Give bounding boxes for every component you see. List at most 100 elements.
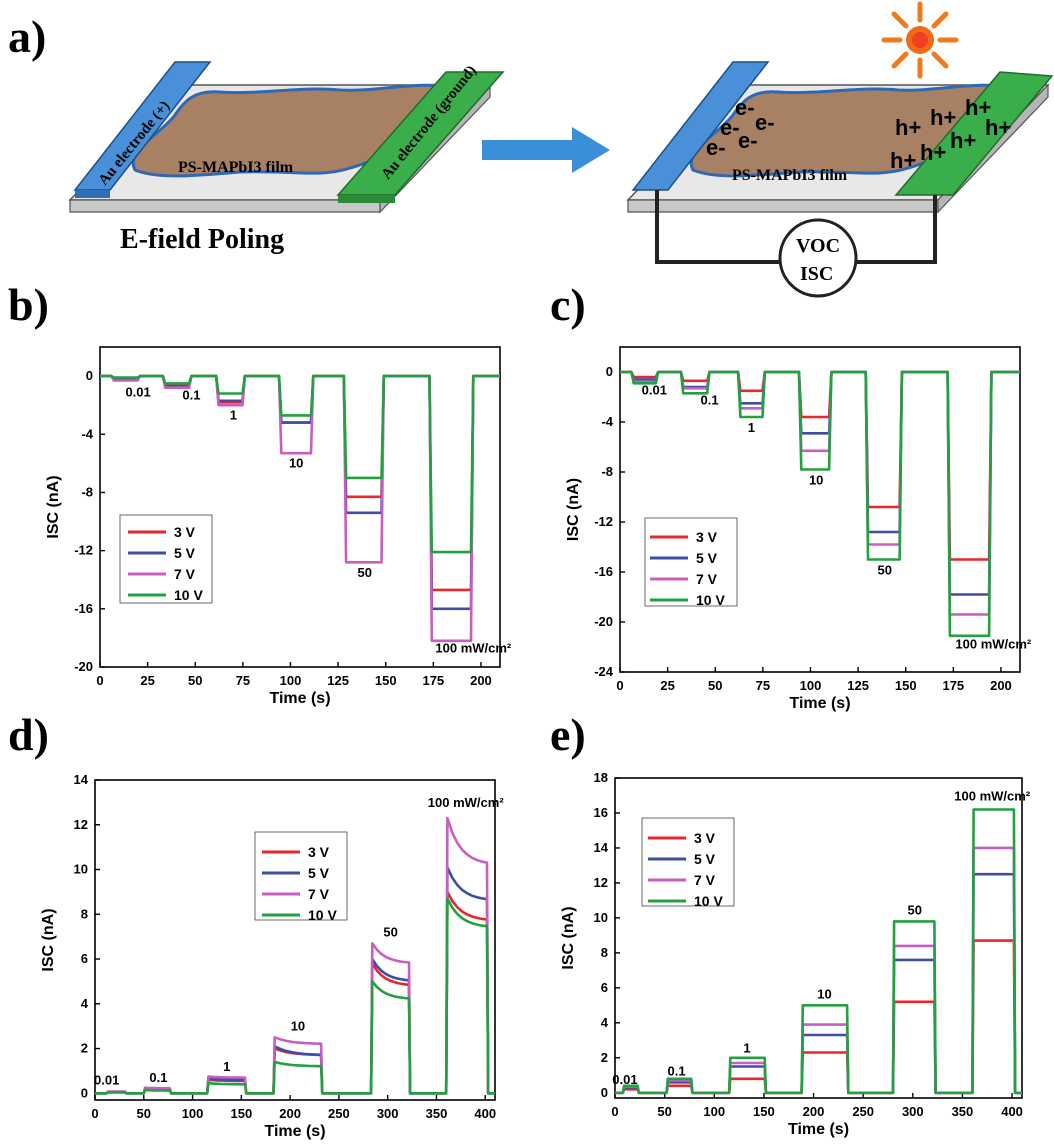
intensity-label: 10 bbox=[289, 456, 303, 471]
intensity-label: 100 mW/cm² bbox=[428, 795, 505, 810]
series-line-3v bbox=[95, 890, 495, 1095]
intensity-label: 100 mW/cm² bbox=[435, 640, 512, 655]
y-tick-label: -12 bbox=[74, 543, 93, 558]
y-tick-label: 12 bbox=[74, 817, 88, 832]
intensity-label: 1 bbox=[743, 1041, 750, 1056]
panel-label-a: a) bbox=[8, 11, 46, 62]
x-tick-label: 250 bbox=[328, 1106, 350, 1121]
x-tick-label: 50 bbox=[188, 673, 202, 688]
y-tick-label: 2 bbox=[601, 1050, 608, 1065]
plot-frame bbox=[619, 346, 1021, 673]
electron-label: e- bbox=[720, 115, 740, 140]
chart-c: 0 25 50 75 100 125 150 175 2000-4-8-12-16-20-24T… bbox=[565, 346, 1032, 712]
intensity-label: 50 bbox=[878, 563, 892, 578]
intensity-label: 0.01 bbox=[642, 383, 667, 398]
legend-label: 10 V bbox=[694, 893, 723, 909]
y-tick-label: 0 bbox=[86, 368, 93, 383]
y-tick-label: 4 bbox=[81, 996, 89, 1011]
x-tick-label: 350 bbox=[426, 1106, 448, 1121]
intensity-label: 10 bbox=[817, 986, 831, 1001]
legend-box bbox=[254, 831, 348, 921]
electrode-left-front bbox=[75, 190, 110, 198]
y-tick-label: -4 bbox=[81, 426, 93, 441]
legend-label: 5 V bbox=[308, 865, 330, 881]
intensity-label: 10 bbox=[291, 1019, 305, 1034]
hole-label: h+ bbox=[985, 115, 1011, 140]
x-tick-label: 50 bbox=[137, 1106, 151, 1121]
electron-label: e- bbox=[755, 110, 775, 135]
poling-caption: E-field Poling bbox=[120, 224, 284, 255]
intensity-label: 0.01 bbox=[125, 384, 150, 399]
panel-label-e: e) bbox=[550, 709, 586, 760]
legend-label: 10 V bbox=[696, 592, 725, 608]
schematic-right: PS-MAPbI3 film e- e- e- e- e- h+ h+ h+ h… bbox=[626, 1, 1054, 298]
legend-label: 3 V bbox=[694, 830, 716, 846]
chart-e: 0 50 100 150 200 250 300 350 400024681012141618T… bbox=[560, 770, 1031, 1138]
x-tick-label: 0 bbox=[96, 673, 103, 688]
meter-voc-label: VOC bbox=[796, 235, 840, 257]
legend-label: 7 V bbox=[174, 566, 196, 582]
plot-frame bbox=[99, 346, 501, 668]
y-tick-label: 0 bbox=[606, 364, 613, 379]
legend-label: 3 V bbox=[308, 844, 330, 860]
y-tick-label: -8 bbox=[601, 464, 613, 479]
intensity-label: 0.1 bbox=[668, 1063, 686, 1078]
circuit-wire-right bbox=[856, 195, 937, 264]
substrate-edge bbox=[69, 199, 381, 213]
y-tick-label: 6 bbox=[601, 980, 608, 995]
hole-label: h+ bbox=[930, 105, 956, 130]
electrode-right-front bbox=[338, 195, 395, 203]
x-tick-label: 25 bbox=[140, 673, 154, 688]
intensity-label: 1 bbox=[230, 408, 237, 423]
panel-label-c: c) bbox=[550, 279, 586, 330]
intensity-label: 100 mW/cm² bbox=[955, 636, 1032, 651]
legend-label: 3 V bbox=[174, 524, 196, 540]
intensity-label: 100 mW/cm² bbox=[954, 789, 1031, 804]
y-axis-title: ISC (nA) bbox=[560, 906, 577, 969]
y-tick-label: 14 bbox=[74, 772, 89, 787]
y-tick-label: -4 bbox=[601, 414, 613, 429]
x-tick-label: 150 bbox=[230, 1106, 252, 1121]
legend-label: 5 V bbox=[696, 550, 718, 566]
x-tick-label: 125 bbox=[847, 678, 869, 693]
x-tick-label: 150 bbox=[895, 678, 917, 693]
x-tick-label: 25 bbox=[660, 678, 674, 693]
y-tick-label: -24 bbox=[594, 664, 614, 679]
x-tick-label: 200 bbox=[470, 673, 492, 688]
y-axis-title: ISC (nA) bbox=[565, 478, 582, 541]
y-tick-label: 14 bbox=[594, 840, 609, 855]
y-tick-label: 8 bbox=[81, 906, 88, 921]
x-tick-label: 50 bbox=[708, 678, 722, 693]
x-tick-label: 125 bbox=[327, 673, 349, 688]
y-tick-label: 18 bbox=[594, 770, 608, 785]
y-tick-label: -20 bbox=[74, 659, 93, 674]
x-tick-label: 100 bbox=[182, 1106, 204, 1121]
legend-label: 10 V bbox=[174, 587, 203, 603]
legend-label: 5 V bbox=[694, 851, 716, 867]
intensity-label: 0.01 bbox=[612, 1072, 637, 1087]
x-tick-label: 200 bbox=[803, 1104, 825, 1119]
legend-label: 10 V bbox=[308, 907, 337, 923]
electron-label: e- bbox=[735, 95, 755, 120]
y-tick-label: 10 bbox=[74, 862, 88, 877]
legend-box bbox=[644, 517, 738, 607]
chart-d: 0 50 100 150 200 250 300 350 40002468101214Time … bbox=[40, 772, 504, 1140]
intensity-label: 1 bbox=[748, 420, 755, 435]
circuit-wire bbox=[655, 190, 780, 264]
intensity-label: 0.1 bbox=[149, 1070, 167, 1085]
x-tick-label: 350 bbox=[952, 1104, 974, 1119]
y-tick-label: -16 bbox=[594, 564, 613, 579]
legend-label: 7 V bbox=[696, 571, 718, 587]
panel-label-b: b) bbox=[8, 279, 49, 330]
x-tick-label: 0 bbox=[611, 1104, 618, 1119]
x-tick-label: 50 bbox=[657, 1104, 671, 1119]
legend-box bbox=[641, 817, 735, 907]
x-tick-label: 175 bbox=[942, 678, 964, 693]
y-tick-label: -8 bbox=[81, 484, 93, 499]
intensity-label: 50 bbox=[908, 902, 922, 917]
x-tick-label: 175 bbox=[422, 673, 444, 688]
film-label-left: PS-MAPbI3 film bbox=[178, 159, 294, 176]
y-tick-label: 0 bbox=[81, 1085, 88, 1100]
x-tick-label: 75 bbox=[236, 673, 250, 688]
legend-label: 3 V bbox=[696, 529, 718, 545]
